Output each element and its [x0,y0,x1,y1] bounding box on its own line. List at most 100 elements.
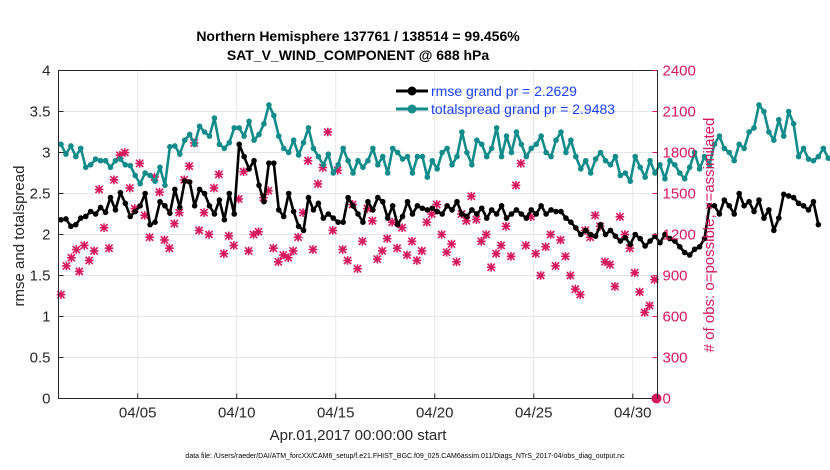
totalspread-point [736,141,742,148]
obs-assimilated-marker [72,245,81,254]
totalspread-point [815,153,822,160]
totalspread-point [657,162,663,168]
rmse-point [275,207,282,213]
rmse-point [459,211,465,217]
rmse-point [256,182,262,189]
rmse-point [439,211,445,217]
rmse-point [607,227,614,234]
totalspread-point [795,153,802,160]
totalspread-point [102,157,109,164]
totalspread-point [77,145,84,152]
chart-title-line2: SAT_V_WIND_COMPONENT @ 688 hPa [227,47,490,63]
totalspread-point [563,149,569,156]
rmse-point [305,194,312,201]
totalspread-point [152,178,158,184]
obs-assimilated-marker [575,290,585,299]
rmse-point [617,238,624,244]
totalspread-point [394,149,401,156]
y-tick-label-right: 1200 [663,227,696,244]
obs-assimilated-marker [194,226,204,235]
rmse-point [152,219,158,225]
totalspread-point [488,145,495,152]
totalspread-point [325,151,332,157]
totalspread-point [117,156,124,162]
obs-assimilated-marker [447,239,456,249]
rmse-point [300,227,307,234]
rmse-point [523,215,530,221]
totalspread-point [775,116,782,123]
rmse-point [389,203,396,209]
totalspread-point [558,129,564,135]
rmse-point [355,211,361,217]
y-tick-label-right: 0 [663,391,671,408]
totalspread-point [464,149,470,156]
totalspread-point [414,153,421,160]
totalspread-point [741,145,747,152]
totalspread-point [172,143,178,149]
obs-assimilated-marker [94,185,104,194]
rmse-point [92,211,99,217]
y-axis-label-right: # of obs: o=possible; ×=assimilated [701,118,718,353]
rmse-point [746,198,752,205]
totalspread-point [236,125,242,131]
legend: rmse grand pr = 2.2629 totalspread grand… [396,83,615,117]
totalspread-point [508,149,515,156]
rmse-point [102,209,109,216]
rmse-point [637,235,643,242]
rmse-point [761,215,767,221]
x-tick-label: 04/25 [515,405,553,422]
x-tick-label: 04/30 [614,405,652,422]
rmse-point [533,211,540,217]
obs-assimilated-marker [99,223,109,232]
rmse-point [87,208,94,215]
y-tick-label-left: 0 [42,391,50,408]
rmse-point [63,216,69,222]
totalspread-point [295,152,302,158]
totalspread-point [122,162,129,168]
rmse-point [686,252,693,258]
rmse-point [394,221,401,228]
totalspread-point [73,153,79,160]
rmse-point [251,157,257,164]
rmse-point [360,219,366,225]
obs-assimilated-marker [452,257,461,267]
totalspread-point [498,153,505,160]
rmse-point [82,213,89,220]
totalspread-point [711,141,718,148]
rmse-point [553,208,559,215]
rmse-point [365,198,371,205]
rmse-point [478,205,485,212]
obs-assimilated-marker [204,230,214,239]
y-tick-label-left: 0.5 [30,350,51,367]
totalspread-point [444,145,450,152]
obs-assimilated-marker [358,237,367,246]
rmse-point [627,241,634,248]
obs-assimilated-marker [313,179,323,189]
obs-assimilated-marker [640,308,649,317]
rmse-point [756,197,762,203]
totalspread-point [290,137,297,143]
rmse-point [266,160,272,166]
totalspread-point [454,153,460,160]
y-tick-label-right: 2400 [663,63,696,80]
obs-assimilated-marker [407,237,417,246]
obs-assimilated-marker [635,287,644,297]
totalspread-point [251,137,257,143]
obs-assimilated-marker [590,211,600,220]
obs-assimilated-marker [135,159,145,168]
totalspread-point [686,164,693,171]
obs-assimilated-marker [84,256,94,265]
rmse-point [142,190,148,197]
rmse-point [162,203,168,209]
totalspread-point [320,162,327,168]
totalspread-point [256,131,262,138]
obs-assimilated-marker [125,183,135,193]
totalspread-point [568,137,574,143]
y-tick-label-right: 1500 [663,186,696,203]
obs-assimilated-marker [209,183,219,193]
totalspread-point [335,162,341,168]
obs-assimilated-marker [293,232,303,242]
obs-assimilated-marker [650,275,659,284]
rmse-point [147,221,153,228]
y-tick-label-left: 2.5 [30,186,51,203]
